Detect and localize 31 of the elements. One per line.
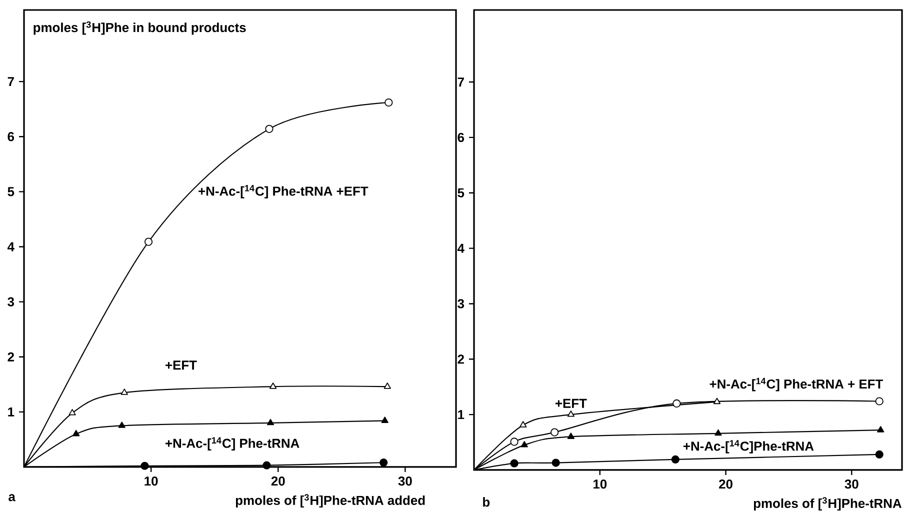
y-tick-label: 5 xyxy=(8,187,14,196)
series-label: +N-Ac-[$^{14}$C] Phe-tRNA xyxy=(166,437,300,450)
y-tick-label: 7 xyxy=(458,78,464,86)
y-tick-label: 6 xyxy=(458,132,464,142)
text: b xyxy=(483,497,490,507)
y-tick-label: 1 xyxy=(458,410,464,420)
y-tick-label: 6 xyxy=(8,132,14,142)
x-tick-label: 10 xyxy=(594,480,607,489)
text: a xyxy=(8,494,16,502)
y-tick-label: 1 xyxy=(8,407,14,416)
series-label: +N-Ac-[$^{14}$C] Phe-tRNA + EFT xyxy=(710,378,884,392)
x-tick-label: 10 xyxy=(144,476,158,486)
y-tick-label: 5 xyxy=(458,188,464,198)
series-label: +EFT xyxy=(555,398,587,408)
x-tick-label: 20 xyxy=(271,476,285,486)
x-tick-label: 30 xyxy=(398,476,412,486)
x-tick-label: 20 xyxy=(719,480,732,489)
y-tick-label: 2 xyxy=(8,352,14,362)
y-tick-label: 4 xyxy=(7,242,14,252)
y-tick-label: 2 xyxy=(458,354,464,364)
y-tick-label: 3 xyxy=(458,299,464,308)
series-label: +N-Ac-[$^{14}$C]Phe-tRNA xyxy=(683,440,814,454)
y-tick-label: 7 xyxy=(8,77,14,86)
series-label: +EFT xyxy=(166,360,197,370)
y-tick-label: 4 xyxy=(457,244,464,253)
x-tick-label: 30 xyxy=(844,480,858,489)
series-label: +N-Ac-[$^{14}$C] Phe-tRNA +EFT xyxy=(198,185,368,198)
y-axis-title: pmoles [$^{3}$H]Phe in bound products xyxy=(34,21,246,35)
x-axis-title: pmoles of [$^{3}$H]Phe-tRNA xyxy=(754,497,902,511)
x-axis-title: pmoles of [$^{3}$H]Phe-tRNA added xyxy=(236,494,425,508)
y-tick-label: 3 xyxy=(8,297,14,306)
